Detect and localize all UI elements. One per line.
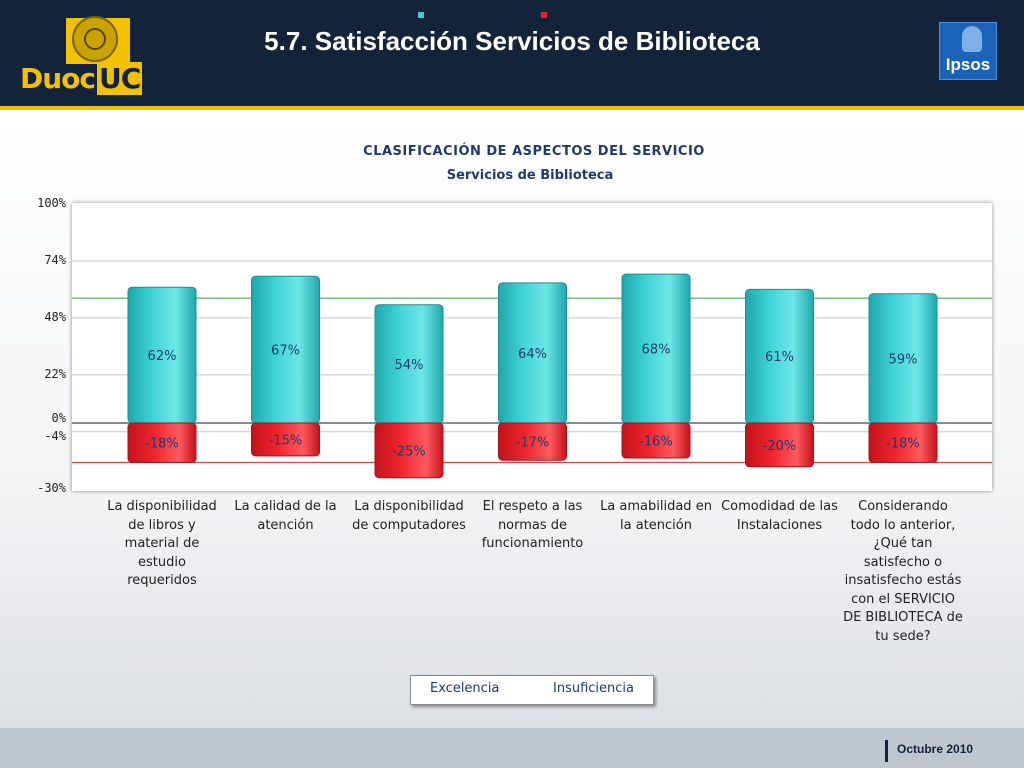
duoc-logo: Duoc UC xyxy=(20,62,143,95)
y-tick-label: 48% xyxy=(44,309,66,324)
header-divider xyxy=(0,106,1024,110)
footer-date: Octubre 2010 xyxy=(897,742,974,756)
header xyxy=(0,0,1024,106)
y-tick-label: 22% xyxy=(44,366,66,381)
duoc-seal-inner-icon xyxy=(84,28,106,50)
ipsos-head-icon xyxy=(962,26,982,52)
x-category-label: La disponibilidad de computadores xyxy=(352,499,466,533)
duoc-logo-text: Duoc xyxy=(20,62,96,95)
y-tick-label: -30% xyxy=(37,480,66,495)
x-category-label: La calidad de la atención xyxy=(234,499,337,533)
x-category-label: La disponibilidad de libros y material d… xyxy=(107,499,217,588)
footer xyxy=(0,728,1024,768)
plot-area xyxy=(72,203,992,491)
x-category-label: El respeto a las normas de funcionamient… xyxy=(481,499,584,551)
legend-swatch-excelencia xyxy=(418,12,424,18)
chart-legend xyxy=(410,675,654,705)
x-category-label: Comodidad de las Instalaciones xyxy=(721,499,838,533)
ipsos-logo-text: Ipsos xyxy=(945,55,991,74)
legend-swatch-insuficiencia xyxy=(541,12,547,18)
page-title: 5.7. Satisfacción Servicios de Bibliotec… xyxy=(264,26,760,56)
y-tick-label: 100% xyxy=(37,196,66,210)
x-category-label: La amabilidad en la atención xyxy=(600,499,712,533)
chart-title: CLASIFICACIÓN DE ASPECTOS DEL SERVICIO xyxy=(363,144,705,159)
x-category-label: Considerando todo lo anterior, ¿Qué tan … xyxy=(843,499,963,644)
footer-divider xyxy=(885,740,888,762)
y-tick-label: 74% xyxy=(44,252,66,267)
y-tick-label: 0% xyxy=(51,411,66,425)
legend-label-insuficiencia: Insuficiencia xyxy=(553,681,634,696)
chart-subtitle: Servicios de Biblioteca xyxy=(446,168,614,183)
duoc-logo-accent: UC xyxy=(97,62,143,95)
y-tick-label: -4% xyxy=(44,428,66,443)
legend-label-excelencia: Excelencia xyxy=(430,681,500,696)
